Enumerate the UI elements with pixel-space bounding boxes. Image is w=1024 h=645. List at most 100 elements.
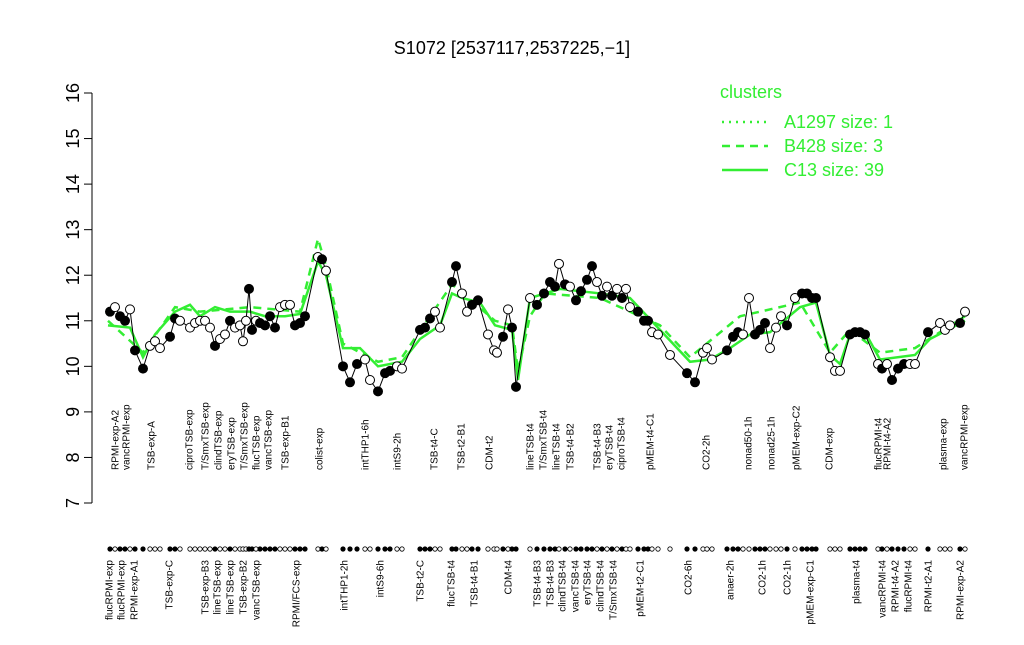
connector xyxy=(245,288,250,321)
connector xyxy=(477,300,489,335)
rug-dot xyxy=(147,546,153,552)
bottom-label: CO2-1h xyxy=(783,560,794,595)
rug-dot xyxy=(122,546,128,552)
point xyxy=(462,306,472,317)
rug-dot xyxy=(202,546,208,552)
bottom-label: T/SmxTSB-t4 xyxy=(609,560,620,620)
bottom-label: RPMI-exp-A1 xyxy=(130,560,141,620)
rug-dot xyxy=(527,546,533,552)
rug-dot xyxy=(884,546,890,552)
point xyxy=(138,363,148,374)
rug-dot xyxy=(847,546,853,552)
top-label: flucRPMI-t4 xyxy=(874,417,885,470)
point xyxy=(682,368,692,379)
rug-dot xyxy=(667,546,673,552)
rug-dot xyxy=(901,546,907,552)
top-label: lineTSB-t4 xyxy=(526,423,537,470)
connector xyxy=(839,334,851,372)
point xyxy=(776,311,786,322)
connector xyxy=(815,297,831,358)
chart-title: S1072 [2537117,2537225,−1] xyxy=(394,38,630,58)
point xyxy=(321,265,331,276)
rug-dot xyxy=(453,546,459,552)
rug-dot xyxy=(132,546,138,552)
rug-dot xyxy=(752,546,758,552)
rug-dot xyxy=(177,546,183,552)
bottom-label: lineTSB-exp xyxy=(226,560,237,615)
rug-dot xyxy=(573,546,579,552)
bottom-label: CO2-6h xyxy=(684,560,695,595)
rug-dot xyxy=(394,546,400,552)
rug-dot xyxy=(152,546,158,552)
y-tick-label: 16 xyxy=(63,83,83,103)
bottom-label: flucRPMI-exp xyxy=(105,560,116,620)
rug-dot xyxy=(584,546,590,552)
rug-dot xyxy=(277,546,283,552)
top-label: ciproTSB-t4 xyxy=(617,417,628,470)
rug-dot xyxy=(282,546,288,552)
bottom-label: RPMI/FCS-exp xyxy=(292,560,303,628)
rug-dot xyxy=(879,546,885,552)
point xyxy=(690,377,700,388)
point xyxy=(910,359,920,370)
rug-dot xyxy=(784,546,790,552)
point xyxy=(430,306,440,317)
point xyxy=(765,343,775,354)
bottom-label: plasma-t4 xyxy=(852,560,863,604)
point xyxy=(435,322,445,333)
rug-dot xyxy=(562,546,568,552)
rug-dot xyxy=(117,546,123,552)
rug-dot xyxy=(464,546,470,552)
rug-dot xyxy=(937,546,943,552)
point xyxy=(165,331,175,342)
top-label: pMEM-t4-C1 xyxy=(646,413,657,470)
rug-dot xyxy=(475,546,481,552)
rug-dot xyxy=(778,546,784,552)
rug-dot xyxy=(804,546,810,552)
rug-dot xyxy=(500,546,506,552)
legend-label: C13 size: 39 xyxy=(784,160,884,180)
rug-dot xyxy=(746,546,752,552)
top-label: CDM-exp xyxy=(825,427,836,470)
rug-dot xyxy=(567,546,573,552)
rug-dot xyxy=(837,546,843,552)
point xyxy=(175,315,185,326)
point xyxy=(744,293,754,303)
top-label: clindTSB-exp xyxy=(214,410,225,470)
rug-dot xyxy=(534,546,540,552)
top-label: flucTSB-exp xyxy=(252,415,263,470)
rug-dot xyxy=(362,546,368,552)
rug-dot xyxy=(494,546,500,552)
y-tick-label: 8 xyxy=(63,452,83,462)
rug-dot xyxy=(262,546,268,552)
rug-dot xyxy=(417,546,423,552)
point xyxy=(420,322,430,333)
top-label: plasma-exp xyxy=(939,418,950,470)
point xyxy=(457,288,467,299)
bottom-label: TSB-t4-B3 xyxy=(533,560,544,607)
point xyxy=(385,365,395,376)
point xyxy=(425,313,435,324)
top-label: eryTSB-t4 xyxy=(605,425,616,470)
rug-dot xyxy=(367,546,373,552)
rug-dot xyxy=(773,546,779,552)
point xyxy=(260,320,270,331)
rug-dot xyxy=(792,546,798,552)
top-label: TSB-exp-B1 xyxy=(281,415,292,470)
point xyxy=(612,283,622,294)
point xyxy=(955,318,965,329)
point xyxy=(643,315,653,326)
point xyxy=(532,299,542,310)
rug-dot xyxy=(962,546,968,552)
bottom-label: intS9-6h xyxy=(376,560,387,597)
rug-dot xyxy=(912,546,918,552)
point xyxy=(811,293,821,303)
rug-dot xyxy=(599,546,605,552)
bottom-label: vancTSB-exp xyxy=(252,560,263,620)
rug-dot xyxy=(207,546,213,552)
point xyxy=(125,304,135,315)
top-label: ciproTSB-exp xyxy=(185,409,196,470)
point xyxy=(155,343,165,354)
y-tick-label: 14 xyxy=(63,174,83,194)
top-label: RPMI-t4-A2 xyxy=(883,417,894,470)
